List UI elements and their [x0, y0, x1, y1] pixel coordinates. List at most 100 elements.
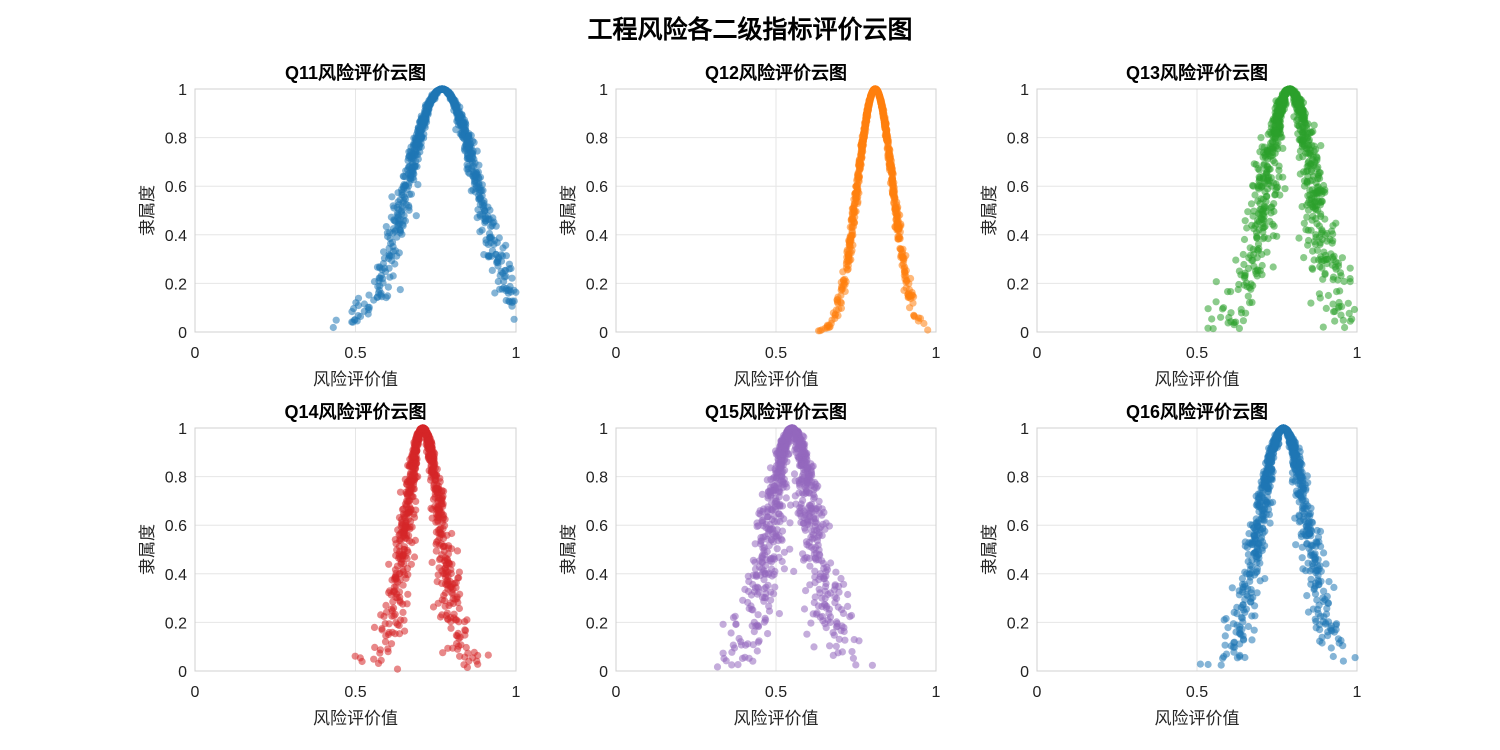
scatter-point: [405, 463, 413, 471]
scatter-point: [1303, 213, 1311, 221]
scatter-point: [474, 660, 482, 668]
y-tick-label: 0: [1020, 325, 1029, 342]
scatter-point: [1221, 632, 1229, 640]
x-axis-label: 风险评价值: [734, 370, 819, 390]
scatter-point: [765, 569, 773, 577]
scatter-point: [351, 652, 359, 660]
scatter-point: [1334, 259, 1342, 267]
scatter-point: [1254, 240, 1263, 248]
scatter-point: [422, 108, 430, 116]
scatter-point: [396, 547, 404, 556]
scatter-point: [1281, 185, 1289, 193]
scatter-point: [773, 545, 781, 553]
scatter-point: [735, 634, 743, 643]
x-axis-label: 风险评价值: [313, 370, 398, 390]
scatter-point: [1258, 261, 1266, 270]
scatter-point: [384, 648, 392, 656]
scatter-point: [1334, 276, 1342, 284]
y-tick-label: 0.8: [1007, 131, 1029, 148]
scatter-point: [780, 515, 788, 523]
scatter-point: [805, 542, 813, 550]
scatter-point: [844, 261, 852, 270]
scatter-point: [384, 283, 392, 291]
scatter-point: [460, 661, 468, 669]
y-tick-label: 0.2: [165, 276, 187, 293]
scatter-point: [450, 614, 458, 622]
scatter-point: [905, 280, 913, 288]
scatter-point: [741, 585, 749, 594]
scatter-point: [1212, 298, 1220, 306]
scatter-point: [470, 162, 478, 170]
scatter-point: [830, 631, 838, 639]
scatter-point: [754, 623, 763, 631]
x-tick-label: 0.5: [765, 345, 787, 362]
scatter-point: [1260, 160, 1268, 168]
y-tick-label: 0.8: [586, 131, 608, 148]
scatter-point: [799, 550, 807, 558]
scatter-points: [329, 85, 520, 332]
y-tick-label: 0.4: [165, 228, 187, 245]
x-tick-label: 1: [1353, 345, 1362, 362]
scatter-point: [1259, 228, 1267, 236]
scatter-point: [879, 106, 887, 115]
y-tick-label: 0: [178, 325, 187, 342]
scatter-point: [1277, 94, 1286, 102]
scatter-point: [1309, 265, 1317, 273]
subplot-title: Q12风险评价云图: [705, 62, 847, 83]
scatter-point: [427, 467, 435, 476]
x-tick-label: 0: [1033, 345, 1042, 362]
y-tick-label: 0.2: [1007, 276, 1029, 293]
scatter-points: [351, 424, 492, 673]
scatter-point: [1255, 173, 1263, 181]
scatter-point: [855, 177, 863, 186]
scatter-point: [394, 198, 402, 206]
scatter-point: [781, 444, 789, 452]
scatter-point: [1196, 660, 1204, 668]
x-tick-label: 0.5: [344, 684, 366, 701]
scatter-point: [444, 89, 452, 97]
scatter-point: [1348, 315, 1356, 323]
y-tick-label: 0.6: [586, 179, 608, 196]
scatter-point: [850, 636, 858, 644]
scatter-point: [1351, 654, 1359, 662]
scatter-point: [395, 588, 404, 596]
scatter-point: [376, 264, 384, 272]
scatter-point: [451, 96, 459, 105]
scatter-point: [800, 605, 809, 613]
scatter-point: [507, 264, 515, 273]
scatter-point: [775, 610, 784, 618]
scatter-point: [410, 553, 419, 561]
scatter-point: [409, 173, 417, 181]
y-tick-label: 0.6: [586, 518, 608, 535]
scatter-point: [1310, 256, 1318, 264]
scatter-point: [1258, 182, 1266, 190]
scatter-point: [417, 133, 425, 141]
scatter-point: [778, 557, 786, 566]
scatter-point: [1239, 317, 1247, 325]
scatter-point: [393, 665, 402, 673]
scatter-point: [1253, 266, 1261, 274]
scatter-point: [744, 572, 752, 580]
scatter-point: [810, 643, 818, 651]
y-tick-label: 0.4: [586, 228, 608, 245]
scatter-point: [844, 590, 852, 599]
plot-area: [615, 88, 937, 333]
scatter-point: [853, 194, 861, 202]
scatter-point: [1292, 541, 1300, 549]
scatter-point: [766, 464, 775, 472]
scatter-point: [1204, 305, 1212, 313]
scatter-point: [868, 90, 876, 98]
scatter-point: [1251, 191, 1259, 199]
scatter-point: [429, 603, 438, 611]
scatter-point: [758, 565, 766, 573]
scatter-point: [823, 566, 832, 574]
scatter-point: [460, 120, 468, 128]
scatter-point: [759, 551, 767, 559]
scatter-point: [1301, 141, 1309, 149]
scatter-point: [798, 443, 806, 451]
scatter-point: [1260, 216, 1268, 224]
scatter-point: [437, 509, 445, 517]
scatter-point: [453, 103, 461, 111]
